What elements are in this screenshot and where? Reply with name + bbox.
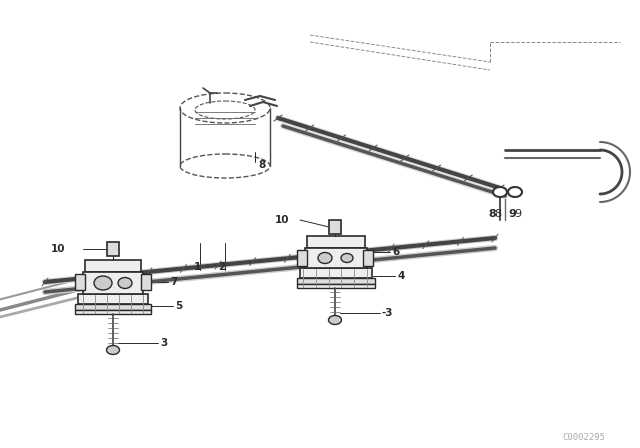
Text: 10: 10 (51, 244, 65, 254)
Bar (329, 220, 341, 234)
Ellipse shape (341, 254, 353, 263)
Bar (297, 284, 375, 288)
Bar (78, 294, 148, 304)
Text: 7: 7 (170, 277, 177, 287)
Text: 2: 2 (218, 262, 226, 272)
Bar (305, 248, 367, 268)
Bar (141, 274, 151, 290)
Bar (297, 250, 307, 266)
Text: 1: 1 (193, 262, 200, 272)
Ellipse shape (106, 345, 120, 354)
Bar (363, 250, 373, 266)
Text: 3: 3 (160, 338, 167, 348)
Text: 6: 6 (392, 247, 399, 257)
Text: 10: 10 (275, 215, 289, 225)
Text: 9: 9 (514, 209, 521, 219)
Bar (83, 272, 143, 294)
Ellipse shape (508, 187, 522, 197)
Bar (300, 268, 372, 278)
Ellipse shape (118, 277, 132, 289)
Bar (307, 236, 365, 248)
Bar (297, 278, 375, 284)
Ellipse shape (318, 253, 332, 263)
Ellipse shape (493, 187, 507, 197)
Text: -3: -3 (382, 308, 394, 318)
Ellipse shape (94, 276, 112, 290)
Text: 4: 4 (397, 271, 404, 281)
Text: 8: 8 (258, 160, 265, 170)
Bar (85, 260, 141, 272)
Bar (75, 310, 151, 314)
Text: 5: 5 (175, 301, 182, 311)
Text: 8: 8 (494, 209, 501, 219)
Bar (107, 242, 119, 256)
Bar (75, 274, 85, 290)
Ellipse shape (328, 315, 342, 324)
Text: 9: 9 (508, 209, 516, 219)
Text: C0002295: C0002295 (562, 432, 605, 441)
Text: 8: 8 (488, 209, 496, 219)
Bar (75, 304, 151, 310)
